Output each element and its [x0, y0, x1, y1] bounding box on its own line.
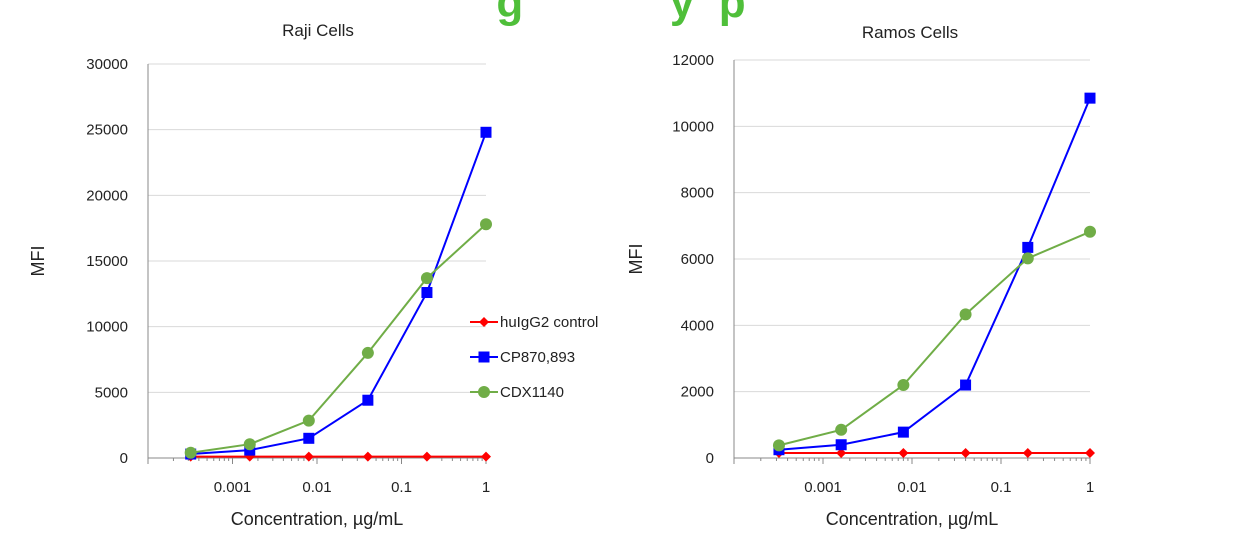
- x-tick-label: 0.1: [991, 479, 1012, 496]
- y-tick-label: 10000: [672, 118, 714, 135]
- series-line-cp870-893: [778, 97, 1091, 451]
- chart-title: Raji Cells: [282, 21, 354, 40]
- legend-marker-cp870-893: [478, 351, 490, 363]
- data-point-cdx1140: [420, 272, 433, 285]
- y-tick-label: 10000: [86, 319, 128, 336]
- legend-marker-huigg2-control: [479, 317, 489, 327]
- data-point-cdx1140: [1084, 225, 1096, 238]
- data-point-huigg2-control: [303, 451, 314, 462]
- data-point-huigg2-control: [898, 448, 909, 459]
- data-point-cdx1140: [243, 438, 256, 451]
- y-tick-label: 8000: [681, 185, 714, 202]
- data-point-cp870-893: [362, 394, 374, 406]
- data-point-cdx1140: [361, 346, 374, 359]
- x-tick-label: 0.001: [804, 479, 842, 496]
- data-point-huigg2-control: [836, 448, 847, 459]
- y-tick-label: 5000: [95, 384, 128, 401]
- y-tick-label: 2000: [681, 384, 714, 401]
- y-axis-title: MFI: [626, 244, 646, 275]
- data-point-huigg2-control: [421, 451, 432, 462]
- data-point-cp870-893: [1084, 92, 1096, 104]
- data-point-cdx1140: [897, 379, 910, 392]
- data-point-huigg2-control: [362, 451, 373, 462]
- cropped-banner-title: g y p: [496, 0, 746, 27]
- x-tick-label: 0.1: [391, 479, 412, 496]
- y-tick-label: 6000: [681, 251, 714, 268]
- data-point-cdx1140: [959, 308, 972, 321]
- x-tick-label: 0.01: [897, 479, 926, 496]
- y-tick-label: 25000: [86, 122, 128, 139]
- legend-label-cdx1140: CDX1140: [500, 384, 564, 401]
- y-tick-label: 4000: [681, 317, 714, 334]
- data-point-huigg2-control: [960, 448, 971, 459]
- series-line-cp870-893: [190, 131, 487, 456]
- series-line-cdx1140: [778, 230, 1091, 447]
- raji-chart: 0 5000 10000 15000 20000 25000 30000 0.001 0.01 0…: [28, 21, 598, 529]
- data-point-cp870-893: [480, 126, 492, 138]
- x-tick-label: 1: [482, 479, 490, 496]
- legend-label-cp870-893: CP870,893: [500, 349, 575, 366]
- data-point-cdx1140: [302, 414, 315, 427]
- x-tick-label: 0.001: [214, 479, 252, 496]
- data-point-cp870-893: [835, 439, 847, 451]
- data-point-cp870-893: [1022, 241, 1034, 253]
- x-tick-label: 1: [1086, 479, 1094, 496]
- data-point-cp870-893: [897, 426, 909, 438]
- y-tick-label: 12000: [672, 52, 714, 69]
- y-tick-label: 15000: [86, 253, 128, 270]
- x-tick-label: 0.01: [302, 479, 331, 496]
- x-axis-title: Concentration, µg/mL: [826, 509, 998, 529]
- data-point-cdx1140: [1021, 252, 1034, 265]
- y-axis-title: MFI: [28, 246, 48, 277]
- data-point-huigg2-control: [1085, 448, 1095, 459]
- data-point-huigg2-control: [1022, 448, 1033, 459]
- legend-marker-cdx1140: [478, 386, 490, 398]
- data-point-cdx1140: [772, 439, 785, 452]
- y-tick-label: 30000: [86, 56, 128, 73]
- data-point-cdx1140: [184, 446, 197, 459]
- data-point-cp870-893: [960, 379, 972, 391]
- legend-label-huigg2-control: huIgG2 control: [500, 314, 598, 331]
- series-line-cdx1140: [190, 223, 487, 454]
- data-point-cdx1140: [835, 423, 848, 436]
- y-tick-label: 0: [706, 450, 714, 467]
- ramos-chart: 0 2000 4000 6000 8000 10000 12000 0.001 0.01 0.1 1…: [626, 23, 1096, 529]
- y-tick-label: 0: [120, 450, 128, 467]
- data-point-huigg2-control: [481, 451, 491, 462]
- data-point-cp870-893: [303, 432, 315, 444]
- y-tick-label: 20000: [86, 187, 128, 204]
- x-axis-title: Concentration, µg/mL: [231, 509, 403, 529]
- chart-title: Ramos Cells: [862, 23, 958, 42]
- data-point-cp870-893: [421, 287, 433, 299]
- data-point-cdx1140: [480, 218, 492, 231]
